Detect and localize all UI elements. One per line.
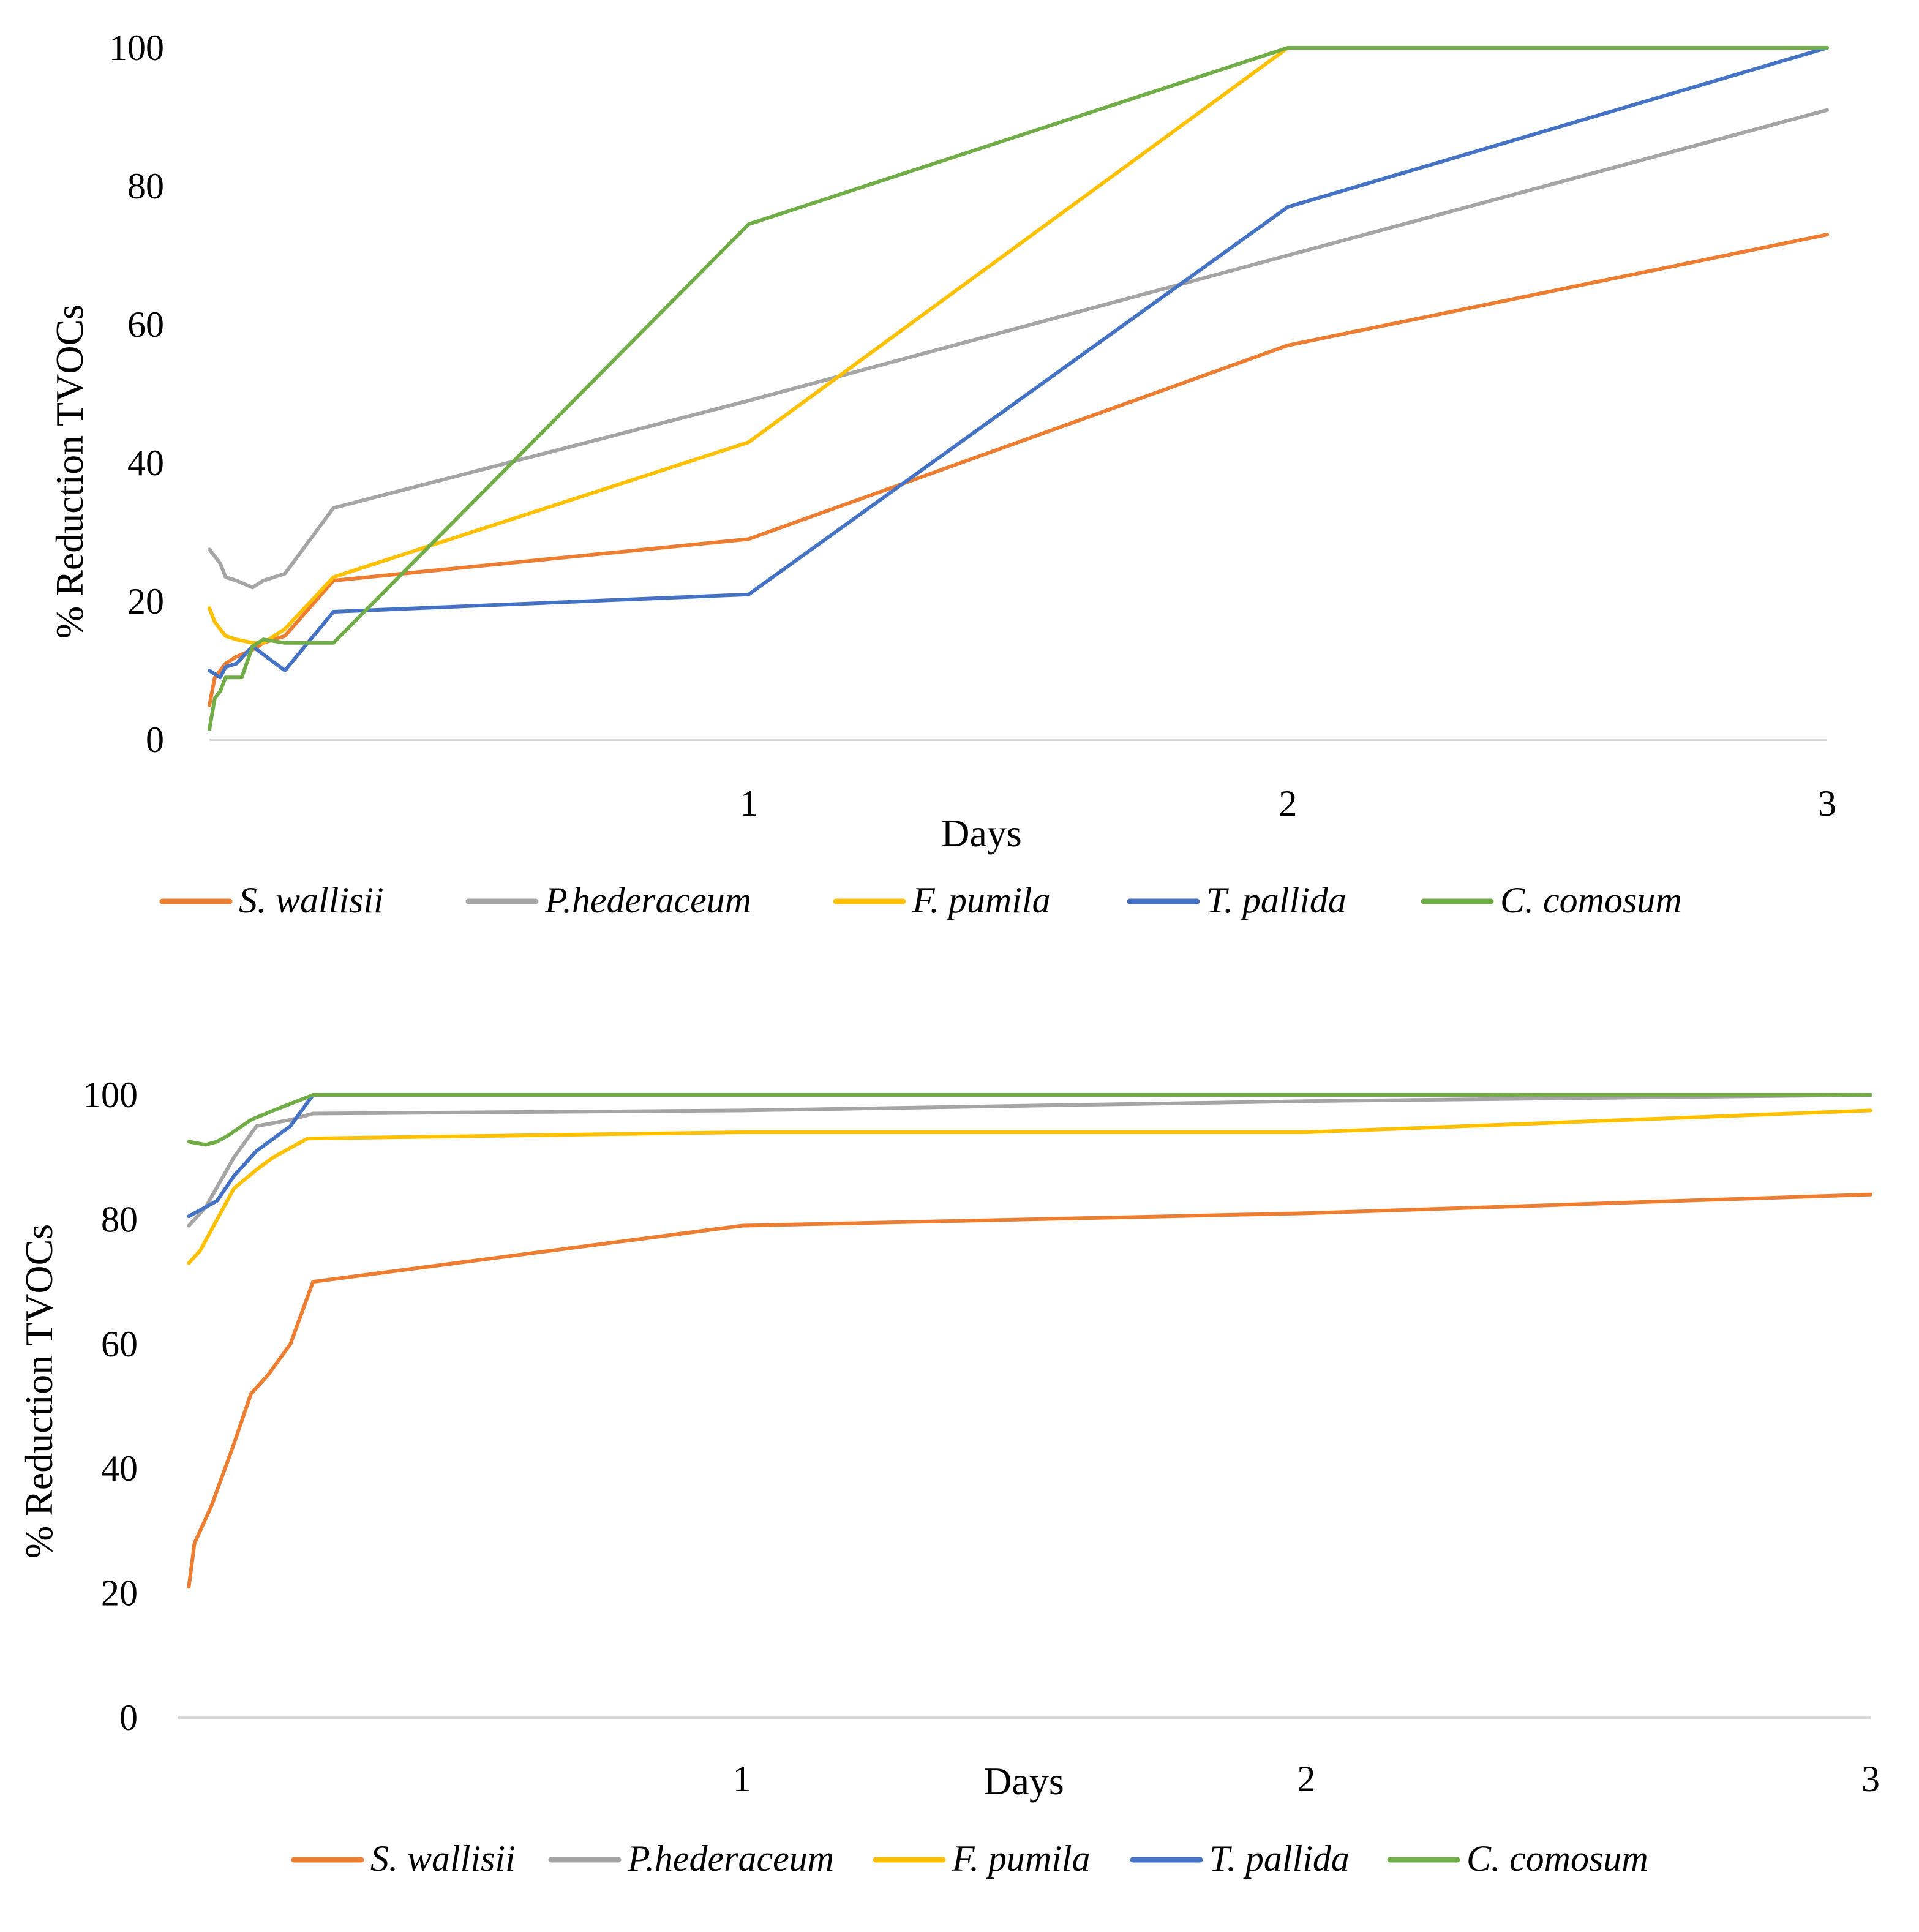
top-series-line-c-comosum	[208, 46, 1829, 731]
bottom-x-tick-label: 3	[1861, 1759, 1880, 1799]
top-legend-label-p-hederaceum: P.hederaceum	[544, 880, 751, 920]
top-legend-label-f-pumila: F. pumila	[912, 880, 1051, 920]
top-x-tick-label: 1	[740, 783, 758, 824]
top-x-tick-label: 2	[1279, 783, 1297, 824]
bottom-y-tick-label: 0	[119, 1697, 138, 1738]
top-legend-label-s-wallisii: S. wallisii	[239, 880, 384, 920]
chart-bottom-svg: 0 20 40 60 80 100 1 2 3 Days % Reduction TVOCs S. w…	[17, 1075, 1880, 1879]
bottom-x-tick-label: 1	[733, 1759, 751, 1799]
chart-top-svg: 0 20 40 60 80 100 1 2 3 Days % Reduction TVOCs S. w…	[48, 28, 1836, 920]
bottom-x-axis-title: Days	[983, 1759, 1064, 1803]
top-x-axis-title: Days	[941, 811, 1022, 855]
bottom-series-line-c-comosum	[187, 1093, 1872, 1147]
top-y-tick-label: 80	[127, 166, 164, 206]
top-legend-label-c-comosum: C. comosum	[1500, 880, 1682, 920]
bottom-y-axis-title: % Reduction TVOCs	[17, 1224, 61, 1558]
bottom-y-tick-label: 40	[101, 1448, 138, 1489]
bottom-x-tick-label: 2	[1297, 1759, 1315, 1799]
bottom-legend-label-c-comosum: C. comosum	[1466, 1838, 1648, 1879]
bottom-legend-label-s-wallisii: S. wallisii	[370, 1838, 516, 1879]
top-y-tick-label: 0	[146, 720, 164, 760]
bottom-legend-label-p-hederaceum: P.hederaceum	[627, 1838, 834, 1879]
bottom-y-tick-label: 100	[83, 1075, 138, 1115]
bottom-y-tick-label: 20	[101, 1573, 138, 1614]
top-y-tick-label: 20	[127, 581, 164, 622]
bottom-series-line-p-hederaceum	[187, 1093, 1872, 1228]
bottom-series-line-s-wallisii	[187, 1192, 1872, 1589]
chart-top: 0 20 40 60 80 100 1 2 3 Days % Reduction TVOCs S. w…	[48, 28, 1836, 920]
bottom-y-tick-label: 60	[101, 1324, 138, 1364]
top-y-tick-label: 40	[127, 443, 164, 483]
top-y-axis-title: % Reduction TVOCs	[48, 304, 91, 639]
top-x-tick-label: 3	[1818, 783, 1836, 824]
top-y-tick-label: 100	[109, 28, 164, 68]
bottom-series-line-f-pumila	[187, 1108, 1872, 1265]
top-series-line-p-hederaceum	[208, 108, 1829, 590]
bottom-legend-label-f-pumila: F. pumila	[952, 1838, 1091, 1879]
bottom-legend-label-t-pallida: T. pallida	[1209, 1838, 1350, 1879]
chart-bottom: 0 20 40 60 80 100 1 2 3 Days % Reduction TVOCs S. w…	[0, 968, 1919, 1932]
top-series-line-f-pumila	[208, 46, 1829, 645]
top-series-line-t-pallida	[208, 46, 1829, 680]
top-series-line-s-wallisii	[208, 233, 1829, 707]
bottom-y-tick-label: 80	[101, 1199, 138, 1239]
top-legend-label-t-pallida: T. pallida	[1206, 880, 1346, 920]
top-y-tick-label: 60	[127, 304, 164, 345]
